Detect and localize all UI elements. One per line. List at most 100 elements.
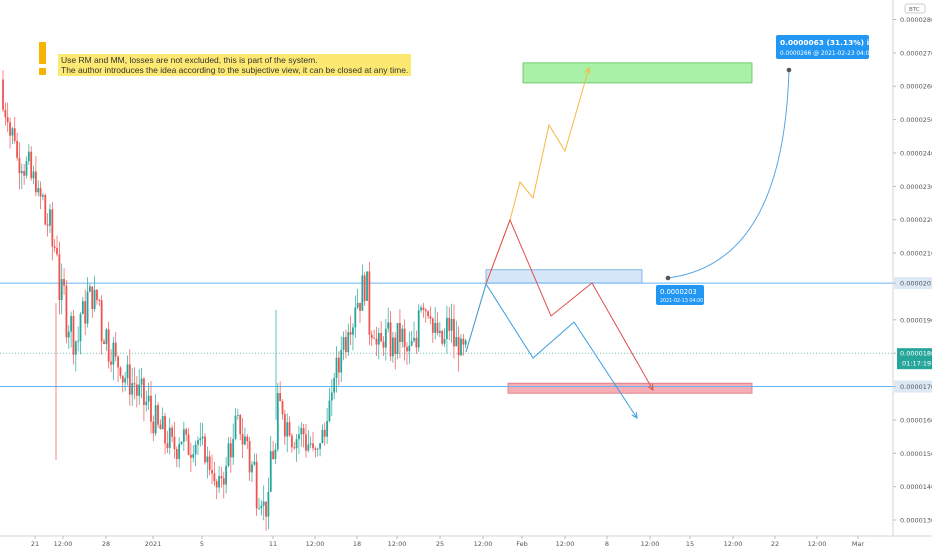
- candle-body: [37, 188, 40, 193]
- currency-badge-label: BTC: [909, 7, 920, 13]
- measure-tooltip: [776, 35, 869, 59]
- time-tick-label: Feb: [516, 540, 528, 548]
- candle-body: [427, 311, 430, 317]
- note-line-2: The author introduces the idea according…: [61, 65, 409, 75]
- path-red[interactable]: [485, 218, 654, 391]
- candle-body: [227, 443, 230, 466]
- start-tooltip-line-1: 0.0000203: [660, 288, 697, 296]
- candle-body: [232, 438, 235, 458]
- candle-body: [361, 275, 364, 311]
- candle-body: [180, 441, 183, 445]
- candle-body: [25, 161, 28, 176]
- time-tick-label: 18: [353, 540, 361, 548]
- candle-body: [229, 443, 232, 458]
- candle-body: [262, 501, 265, 506]
- price-tick-label: 0.0000210: [900, 250, 932, 258]
- path-blue[interactable]: [465, 282, 638, 419]
- candle-body: [272, 451, 275, 459]
- candle-body: [267, 491, 270, 517]
- candle-body: [347, 332, 350, 353]
- candle-body: [39, 188, 42, 197]
- candle-body: [373, 337, 375, 339]
- candle-body: [415, 337, 418, 348]
- candle-body: [201, 436, 204, 439]
- price-tick-label: 0.0000150: [900, 450, 932, 458]
- time-tick-label: 12:00: [556, 540, 575, 548]
- zone-target-up[interactable]: [522, 62, 753, 84]
- candle-body: [72, 316, 75, 355]
- candle-body: [13, 128, 16, 141]
- candle-body: [429, 316, 432, 319]
- candle-body: [363, 275, 366, 301]
- candle-body: [248, 441, 251, 473]
- candle-body: [453, 318, 455, 347]
- candle-body: [206, 456, 209, 463]
- candle-body: [98, 299, 101, 301]
- candles: [2, 70, 467, 531]
- time-axis: 21 12:00 28 2021 5 11 12:00 18 12:00 25 12:00 Feb 12…: [0, 535, 932, 548]
- measure-curve[interactable]: [667, 69, 790, 279]
- candle-body: [194, 444, 197, 455]
- time-tick-label: Mar: [852, 540, 865, 548]
- start-tooltip: [656, 285, 704, 305]
- price-tick-label: 0.0000240: [900, 149, 932, 157]
- candle-body: [42, 195, 44, 197]
- candle-body: [349, 332, 352, 335]
- candle-body: [260, 505, 263, 509]
- candle-body: [77, 341, 80, 342]
- price-tick-label: 0.0000280: [900, 16, 932, 24]
- candle-body: [91, 286, 94, 310]
- time-tick-label: 21: [31, 540, 39, 548]
- current-price-label: 0.0000180: [900, 350, 932, 358]
- zone-target-down[interactable]: [507, 382, 753, 394]
- candle-body: [168, 427, 171, 448]
- candle-body: [182, 429, 185, 442]
- candle-body: [171, 427, 174, 437]
- candle-body: [215, 481, 218, 488]
- candle-body: [441, 330, 444, 344]
- idea-note: Use RM and MM, losses are not excluded, …: [58, 54, 412, 76]
- candle-body: [114, 342, 117, 357]
- candle-body: [11, 128, 14, 136]
- arrow-head-orange: [584, 66, 591, 75]
- measure-start-dot[interactable]: [665, 275, 671, 281]
- candle-body: [394, 337, 397, 355]
- candle-body: [241, 434, 244, 445]
- path-orange[interactable]: [465, 67, 590, 353]
- measure-end-dot[interactable]: [786, 67, 792, 73]
- candle-body: [340, 349, 343, 373]
- candle-body: [288, 422, 291, 436]
- candle-body: [70, 316, 73, 332]
- candle-body: [410, 340, 413, 346]
- candle-body: [337, 357, 340, 373]
- candle-body: [298, 434, 300, 440]
- candle-body: [213, 473, 216, 482]
- candle-body: [58, 254, 61, 301]
- candle-body: [63, 279, 65, 286]
- price-tick-label: 0.0000140: [900, 483, 932, 491]
- zone-entry[interactable]: [485, 269, 643, 284]
- time-tick-label: 12:00: [306, 540, 325, 548]
- candle-body: [112, 342, 115, 365]
- price-tick-label: 0.0000190: [900, 316, 932, 324]
- candle-body: [279, 393, 282, 402]
- candle-body: [79, 314, 82, 342]
- candle-body: [406, 347, 408, 352]
- candle-body: [290, 435, 293, 448]
- candle-body: [434, 322, 437, 333]
- candle-body: [67, 331, 70, 338]
- candle-body: [189, 454, 192, 458]
- candle-body: [34, 171, 37, 193]
- candle-body: [366, 271, 368, 301]
- candle-body: [60, 279, 63, 301]
- candle-body: [20, 171, 23, 174]
- candle-body: [450, 318, 453, 331]
- price-tick-label: 0.0000170: [900, 383, 932, 391]
- candle-body: [197, 440, 199, 445]
- candle-body: [222, 478, 225, 485]
- candle-body: [370, 334, 373, 338]
- candle-body: [30, 151, 33, 179]
- candle-body: [2, 79, 4, 110]
- candle-body: [18, 157, 21, 174]
